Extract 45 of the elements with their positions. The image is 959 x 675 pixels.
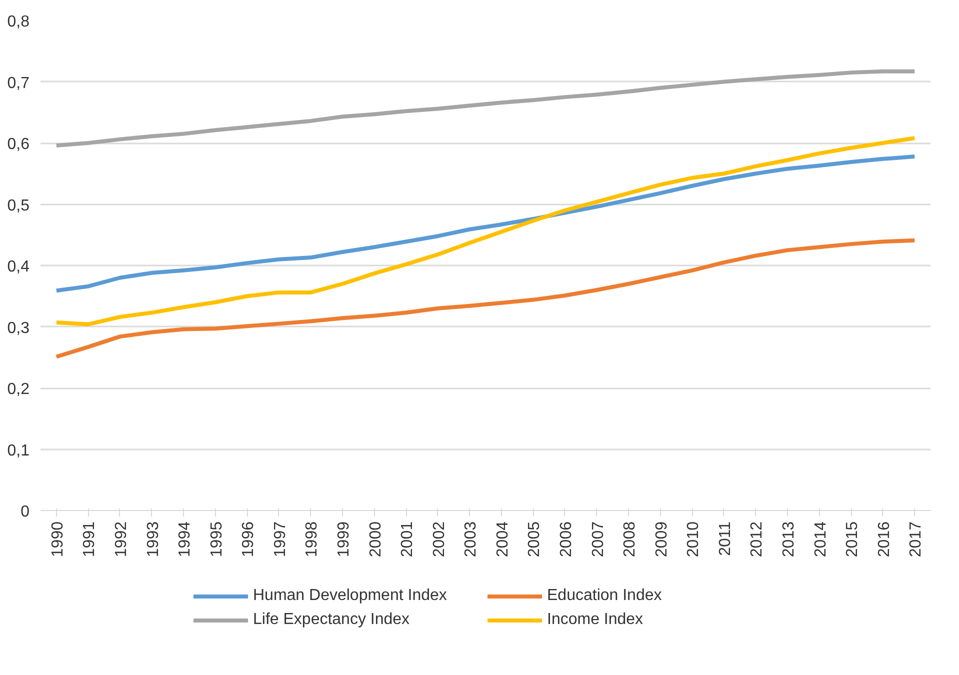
x-tick-label: 2010 [685, 521, 702, 558]
line-series [54, 136, 917, 326]
y-tick-label: 0,6 [7, 136, 30, 153]
x-tick-label: 1990 [49, 521, 66, 558]
legend-label: Income Index [547, 610, 644, 628]
x-tick-label: 2006 [558, 521, 575, 558]
line-series [54, 69, 917, 148]
y-tick-label: 0,2 [7, 381, 30, 398]
y-tick-label: 0 [20, 504, 30, 520]
x-tick-label: 2003 [462, 521, 480, 558]
y-tick-label: 0,1 [7, 442, 30, 460]
x-tick-label: 2000 [367, 521, 384, 558]
x-tick-label: 1999 [335, 521, 352, 558]
legend-label: Education Index [547, 586, 663, 604]
line-series [54, 238, 917, 359]
x-tick-label: 1998 [304, 521, 321, 558]
y-tick-label: 0,8 [7, 14, 30, 30]
legend-label: Human Development Index [253, 586, 448, 604]
line-series [54, 154, 917, 293]
y-tick-label: 0,5 [7, 197, 30, 214]
x-tick-label: 2005 [526, 521, 544, 558]
x-tick-label: 2004 [494, 521, 512, 558]
x-tick-label: 1992 [112, 521, 130, 558]
y-tick-label: 0,3 [7, 320, 30, 337]
x-tick-label: 1996 [240, 521, 258, 558]
x-tick-label: 1994 [176, 521, 194, 558]
x-tick-label: 2012 [748, 521, 766, 558]
x-tick-label: 1991 [81, 521, 98, 558]
x-tick-label: 2009 [653, 521, 670, 558]
x-tick-label: 2015 [844, 521, 862, 558]
x-tick-label: 2007 [590, 521, 607, 558]
x-tick-label: 2016 [876, 521, 893, 558]
legend-label: Life Expectancy Index [253, 610, 411, 628]
x-tick-label: 2008 [622, 521, 639, 558]
y-tick-label: 0,4 [7, 258, 30, 276]
x-tick-label: 2002 [430, 521, 448, 558]
x-tick-label: 2017 [908, 521, 925, 558]
x-tick-label: 1993 [144, 521, 162, 558]
y-tick-label: 0,7 [7, 74, 30, 92]
x-tick-label: 2013 [780, 521, 798, 558]
x-tick-label: 2001 [399, 521, 416, 558]
x-tick-label: 2011 [716, 521, 734, 556]
x-tick-label: 1997 [272, 521, 289, 558]
x-tick-label: 2014 [812, 521, 830, 558]
x-tick-label: 1995 [208, 521, 226, 558]
